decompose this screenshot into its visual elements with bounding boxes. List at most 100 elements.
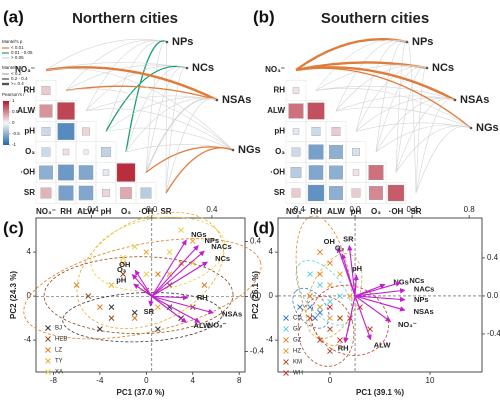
- row-label: NO₃⁻: [15, 65, 35, 74]
- correlation-cell: [78, 165, 94, 180]
- x-axis-label: PC1 (37.0 %): [116, 388, 164, 397]
- score-point: [327, 326, 333, 332]
- x-stroke: [283, 359, 289, 365]
- loading-arrow: [151, 261, 208, 297]
- x-stroke: [45, 336, 51, 342]
- legend-label: BJ: [55, 326, 62, 332]
- loading-label: SR: [343, 235, 354, 244]
- score-point: [178, 260, 184, 266]
- x-stroke: [131, 315, 138, 321]
- colorbar-tick-label: -1: [12, 142, 16, 147]
- confidence-ellipse: [310, 284, 390, 356]
- column-label: ·OH: [139, 207, 154, 216]
- panel-label: (d): [253, 218, 275, 237]
- x-stroke: [337, 337, 343, 343]
- correlation-cell: [308, 144, 324, 160]
- loading-arrow: [151, 250, 205, 297]
- correlation-cell: [116, 163, 136, 182]
- correlation-cell: [351, 188, 361, 198]
- x-stroke: [166, 249, 173, 255]
- loading-label: ALW: [374, 340, 392, 349]
- x-stroke: [307, 271, 313, 277]
- correlation-cell: [57, 102, 75, 120]
- node-dot: [215, 98, 219, 102]
- correlation-cell: [40, 187, 52, 199]
- legend-marker: [283, 337, 289, 343]
- score-point: [108, 304, 115, 310]
- x-stroke: [297, 304, 303, 310]
- x-stroke: [327, 348, 333, 354]
- correlation-cell: [291, 188, 301, 198]
- x-stroke: [120, 260, 126, 266]
- correlation-cell: [102, 169, 110, 176]
- loading-arrow: [133, 283, 153, 297]
- x2-tick-label: 0.4: [206, 205, 218, 214]
- confidence-ellipse: [76, 211, 225, 330]
- confidence-ellipse: [62, 292, 223, 343]
- score-point: [85, 293, 92, 299]
- score-point: [178, 227, 184, 233]
- loading-arrow: [347, 245, 356, 297]
- loading-arrow: [151, 295, 201, 323]
- correlation-cell: [58, 164, 74, 181]
- x2-tick-label: -0.4: [291, 205, 305, 214]
- node-dot: [453, 98, 457, 102]
- x-stroke: [178, 227, 184, 233]
- loading-arrow: [151, 239, 187, 297]
- score-point: [120, 271, 126, 277]
- x-stroke: [317, 337, 323, 343]
- score-point: [337, 293, 343, 299]
- mantel-link: [65, 88, 234, 151]
- column-label: SR: [410, 207, 421, 216]
- row-label: ·OH: [270, 168, 285, 177]
- mantel-link: [415, 66, 428, 194]
- column-label: ALW: [327, 207, 345, 216]
- score-point: [73, 282, 80, 288]
- correlation-cell: [291, 147, 301, 157]
- score-point: [307, 271, 313, 277]
- confidence-ellipse: [295, 260, 353, 326]
- x-stroke: [178, 260, 184, 266]
- x-stroke: [367, 326, 373, 332]
- node-label: NGs: [238, 144, 261, 156]
- x-tick-label: -8: [50, 376, 58, 385]
- x-stroke: [317, 304, 323, 310]
- loading-label: OH: [119, 260, 130, 269]
- legend-marker: [283, 326, 289, 332]
- loading-label: NACs: [414, 285, 434, 294]
- score-point: [317, 249, 323, 255]
- legend-label: CD: [293, 316, 302, 322]
- legend-marker: [283, 348, 289, 354]
- x-stroke: [327, 282, 333, 288]
- loading-arrow: [151, 294, 189, 301]
- loading-arrow: [354, 295, 372, 341]
- mantel-link: [395, 125, 472, 173]
- y-tick-label: 0: [27, 291, 32, 300]
- y2-tick-label: 0.0: [250, 291, 262, 300]
- mantel-link: [315, 85, 456, 101]
- x-tick-label: 0: [144, 376, 149, 385]
- x-stroke: [131, 243, 138, 250]
- loading-label: RH: [338, 343, 349, 352]
- legend-label: WH: [293, 371, 303, 377]
- score-point: [317, 304, 323, 310]
- loading-arrow: [151, 295, 187, 323]
- x-stroke: [317, 309, 323, 316]
- column-label: pH: [351, 207, 362, 216]
- score-point: [317, 309, 323, 316]
- loading-label: NGs: [393, 277, 408, 286]
- node-label: NGs: [476, 122, 499, 134]
- mantel-link: [165, 98, 218, 194]
- mantel-link: [145, 97, 218, 173]
- y-axis-label: PC2 (24.3 %): [9, 271, 18, 319]
- correlation-cell: [307, 102, 325, 120]
- legend-marker: [283, 370, 289, 376]
- legend-label: < 0.2: [11, 71, 22, 76]
- y-tick-label: 0: [269, 291, 274, 300]
- row-label: pH: [274, 127, 285, 136]
- x-stroke: [327, 260, 333, 266]
- y2-tick-label: -0.4: [487, 329, 500, 338]
- confidence-ellipse: [295, 215, 353, 346]
- x-tick-label: 10: [426, 376, 435, 385]
